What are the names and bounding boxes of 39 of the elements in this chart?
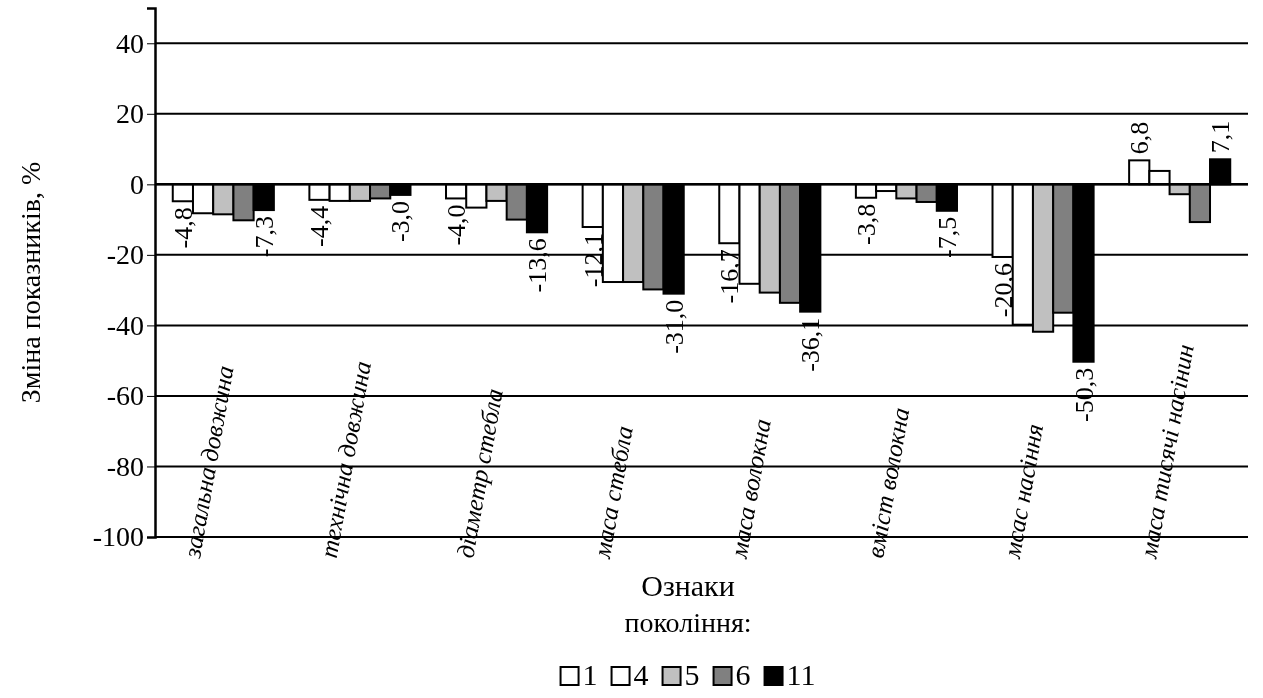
legend-title: покоління:	[624, 607, 752, 638]
legend-label: 11	[786, 658, 816, 691]
data-label: -4,0	[442, 204, 472, 246]
data-label: -20,6	[988, 262, 1018, 318]
y-tick-label: 0	[130, 168, 144, 200]
legend-label: 1	[582, 658, 598, 691]
y-tick-label: -80	[106, 450, 144, 482]
x-tick-label: маса волокна	[724, 416, 776, 561]
x-tick-label: діаметр стебла	[451, 386, 508, 560]
data-label: -3,8	[852, 203, 881, 245]
y-tick-label: 20	[116, 98, 144, 130]
x-tick-label: технічна довжина	[314, 359, 377, 560]
x-tick-label: маса тисячі насінин	[1134, 342, 1199, 561]
data-label: -13,6	[523, 238, 552, 293]
legend-label: 4	[633, 658, 649, 691]
data-label: -7,3	[249, 216, 279, 258]
y-tick-label: 40	[116, 27, 144, 59]
data-label: 7,1	[1206, 120, 1236, 154]
data-label: -7,5	[932, 216, 962, 258]
x-tick-label: загальна довжина	[178, 363, 239, 561]
legend-label: 6	[735, 658, 751, 691]
data-label: -3,0	[386, 200, 416, 243]
x-axis-title: Ознаки	[641, 569, 735, 602]
data-label: 6,8	[1125, 121, 1155, 155]
data-label: -4,4	[305, 205, 335, 248]
y-tick-label: -40	[106, 309, 144, 341]
data-label: -50,3	[1069, 367, 1099, 422]
x-tick-label: маса стебла	[587, 423, 638, 561]
x-tick-label: вміст волокна	[861, 405, 915, 560]
y-axis-title: Зміна показників, %	[15, 161, 46, 404]
y-tick-label: -20	[106, 239, 144, 271]
data-label: -36,1	[796, 317, 826, 372]
data-label: -12,1	[578, 233, 608, 288]
data-label: -4,8	[168, 207, 198, 249]
legend-label: 5	[684, 658, 700, 691]
x-tick-label: мсас насіння	[997, 421, 1049, 561]
y-tick-label: -100	[92, 521, 144, 553]
data-label: -16,7	[715, 249, 745, 304]
y-tick-label: -60	[106, 380, 144, 412]
